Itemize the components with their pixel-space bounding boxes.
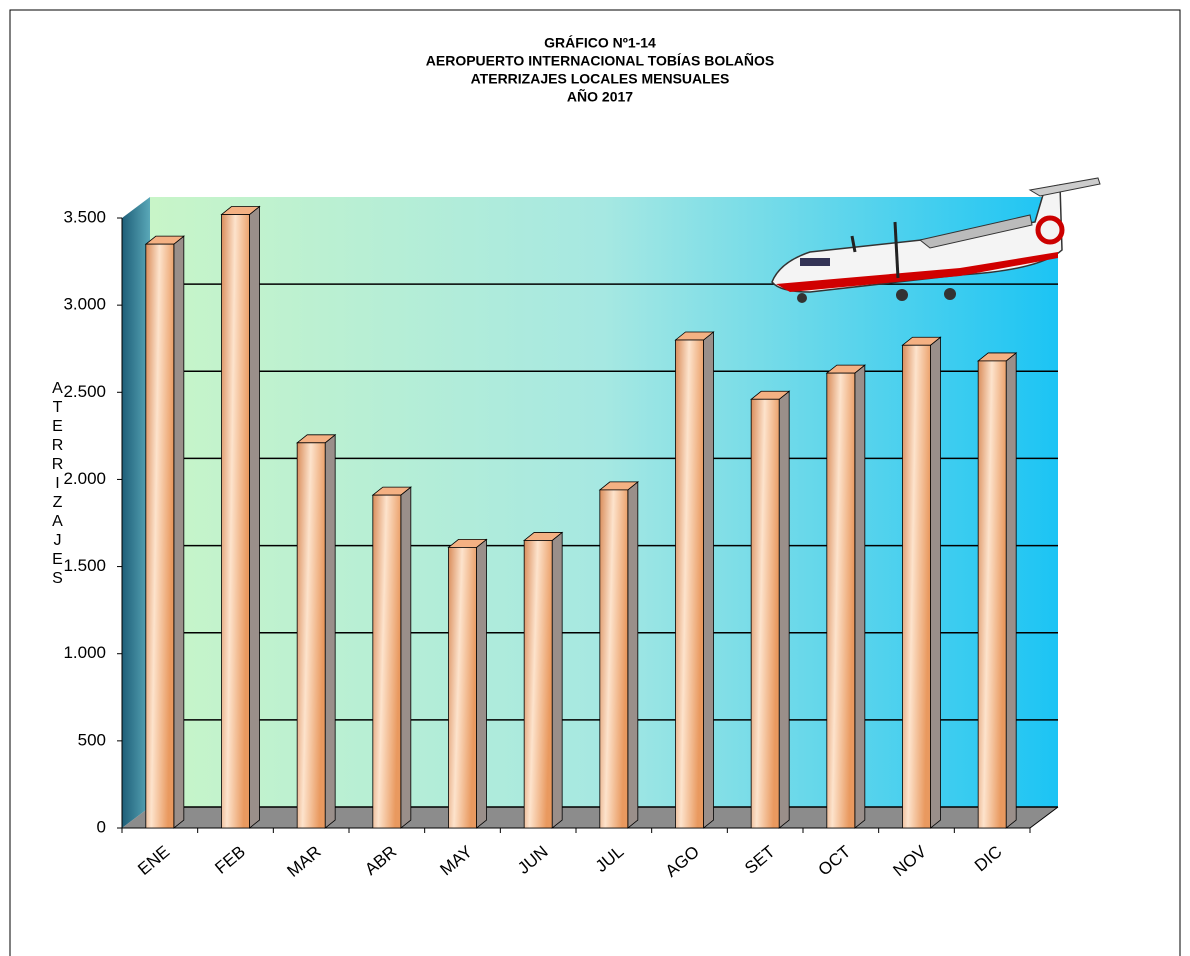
bar: [675, 339, 704, 829]
side-wall: [122, 197, 150, 828]
y-tick-label: 1.000: [63, 643, 106, 662]
bar-side: [551, 531, 563, 829]
x-tick-label: JUL: [592, 842, 627, 876]
y-tick-label: 3.500: [63, 207, 106, 226]
bar-side: [778, 390, 790, 829]
x-tick-label: MAR: [283, 842, 324, 881]
bar-side: [476, 538, 487, 829]
bar-side: [854, 364, 866, 829]
bar: [750, 398, 780, 829]
axis-edge: [1029, 806, 1059, 829]
bar: [977, 360, 1007, 829]
bar: [221, 214, 250, 829]
bar: [372, 494, 402, 829]
x-tick-label: JUN: [514, 842, 552, 878]
frame: [9, 9, 1181, 956]
x-tick-label: MAY: [436, 842, 475, 879]
y-tick-label: 2.500: [63, 382, 106, 401]
bar: [448, 547, 477, 829]
bar: [826, 372, 856, 829]
bar-side: [400, 486, 412, 829]
bar: [523, 540, 553, 829]
chart-title: ATERRIZAJES LOCALES MENSUALES: [471, 71, 730, 87]
bar: [599, 489, 629, 829]
x-tick-label: DIC: [971, 842, 1006, 875]
y-tick-label: 500: [78, 730, 106, 749]
x-tick-label: ENE: [134, 842, 173, 879]
y-axis-label: ATERRIZAJES: [49, 380, 66, 589]
y-tick-label: 3.000: [63, 295, 106, 314]
chart-title: AEROPUERTO INTERNACIONAL TOBÍAS BOLAÑOS: [426, 52, 774, 69]
chart-title: AÑO 2017: [567, 88, 633, 105]
x-tick-label: NOV: [890, 842, 931, 881]
bar-side: [249, 205, 260, 829]
bar-side: [703, 331, 714, 829]
airplane-illustration: [771, 177, 1101, 303]
x-tick-label: SET: [741, 842, 779, 878]
x-tick-label: FEB: [211, 842, 249, 878]
y-tick-label: 1.500: [63, 556, 106, 575]
bar-side: [324, 433, 336, 829]
chart-title: GRÁFICO Nº1-14: [544, 35, 656, 51]
bar: [145, 243, 175, 829]
x-tick-label: AGO: [662, 842, 703, 881]
bar-side: [930, 336, 941, 829]
x-tick-label: OCT: [815, 842, 855, 880]
y-tick-label: 2.000: [63, 469, 106, 488]
bar: [296, 442, 326, 829]
bar-side: [627, 481, 639, 829]
x-tick-label: ABR: [361, 842, 400, 879]
floor: [122, 807, 1058, 828]
bar-side: [173, 235, 185, 829]
y-tick-label: 0: [97, 817, 106, 836]
bar-side: [1005, 352, 1017, 829]
bar: [902, 344, 931, 829]
